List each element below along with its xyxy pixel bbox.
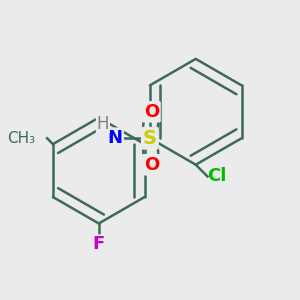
Text: O: O (144, 156, 159, 174)
Text: N: N (107, 129, 122, 147)
Text: H: H (97, 115, 109, 133)
Text: O: O (144, 103, 159, 121)
Text: S: S (143, 129, 157, 148)
Text: Cl: Cl (208, 167, 227, 185)
Text: F: F (93, 235, 105, 253)
Text: CH₃: CH₃ (7, 131, 35, 146)
